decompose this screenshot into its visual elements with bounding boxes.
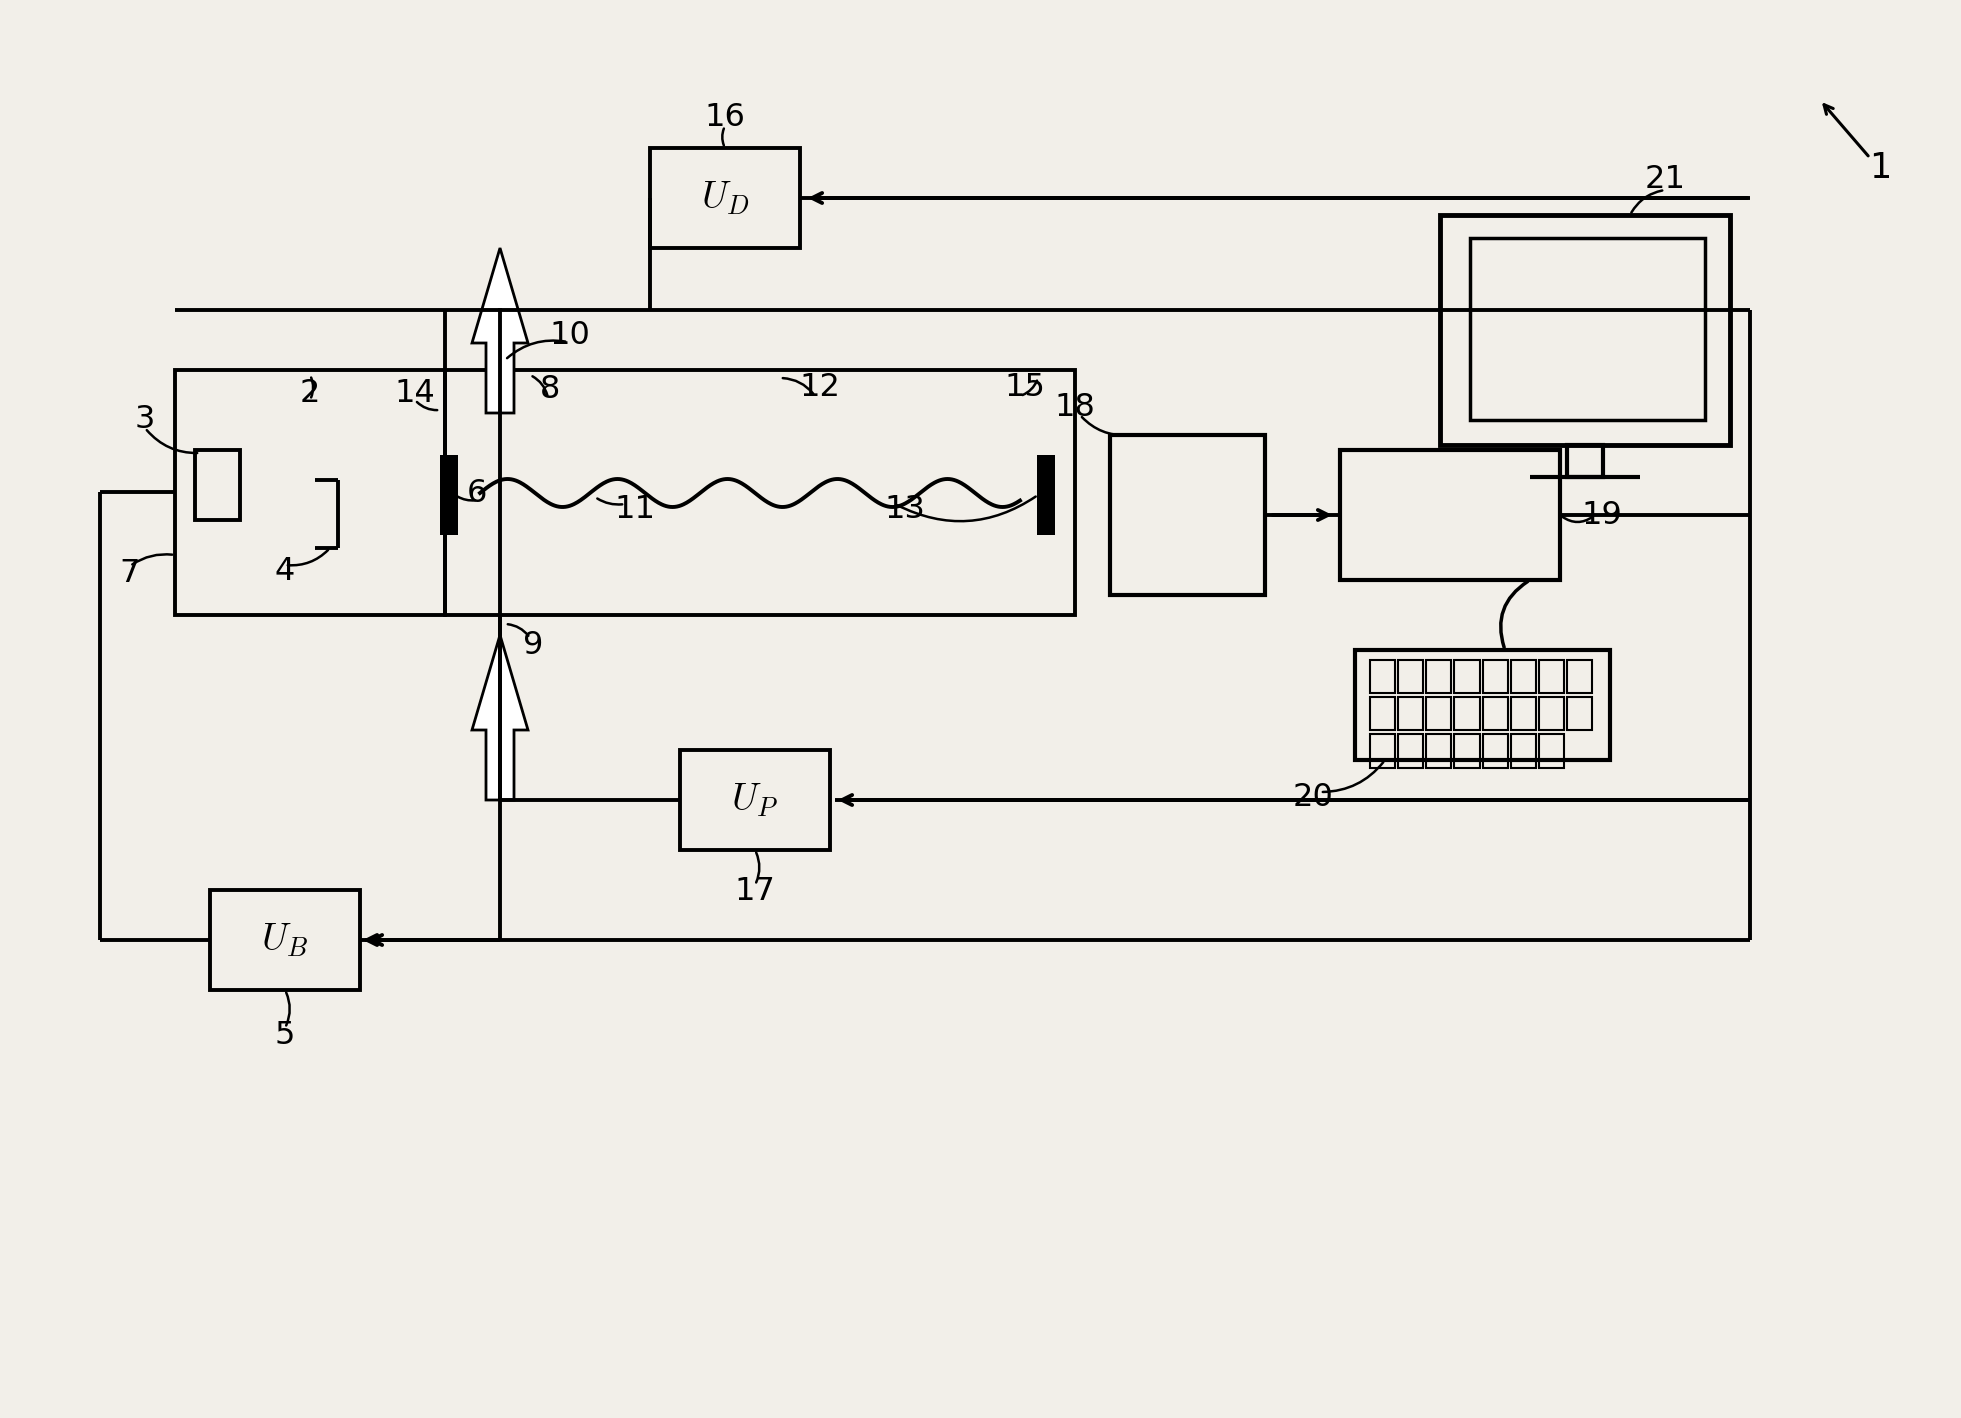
Text: 2: 2 — [300, 377, 320, 408]
Bar — [1567, 659, 1592, 693]
Bar — [680, 750, 830, 849]
Text: 19: 19 — [1583, 499, 1622, 530]
Bar — [1471, 238, 1704, 420]
Bar — [210, 891, 361, 990]
Bar — [1455, 659, 1479, 693]
Polygon shape — [473, 248, 528, 413]
Bar — [1455, 735, 1479, 767]
Text: 1: 1 — [1869, 150, 1890, 184]
Bar — [1398, 698, 1424, 730]
Text: 8: 8 — [539, 374, 561, 406]
Text: 17: 17 — [735, 876, 775, 908]
Text: 9: 9 — [524, 630, 543, 661]
Text: $U_{B}$: $U_{B}$ — [261, 922, 308, 959]
Text: 11: 11 — [614, 495, 655, 526]
Bar — [1510, 698, 1535, 730]
Bar — [649, 147, 800, 248]
Text: 15: 15 — [1004, 373, 1045, 404]
Bar — [1539, 735, 1563, 767]
Text: 10: 10 — [549, 319, 590, 350]
Bar — [1483, 659, 1508, 693]
Bar — [1110, 435, 1265, 596]
Bar — [1371, 735, 1394, 767]
Bar — [1398, 735, 1424, 767]
Bar — [194, 450, 239, 520]
Text: 6: 6 — [467, 478, 486, 509]
Bar — [1483, 735, 1508, 767]
Bar — [1339, 450, 1561, 580]
Bar — [1426, 659, 1451, 693]
Bar — [1510, 735, 1535, 767]
Text: 16: 16 — [704, 102, 745, 133]
Text: 18: 18 — [1055, 391, 1096, 423]
Bar — [1371, 698, 1394, 730]
Bar — [1455, 698, 1479, 730]
Bar — [1510, 659, 1535, 693]
Bar — [445, 370, 1075, 615]
Bar — [1567, 698, 1592, 730]
Text: 7: 7 — [120, 557, 139, 588]
Bar — [1426, 735, 1451, 767]
Bar — [439, 455, 459, 535]
Text: $U_{D}$: $U_{D}$ — [700, 179, 749, 217]
Text: 14: 14 — [394, 377, 435, 408]
Text: 5: 5 — [275, 1020, 296, 1051]
Bar — [1037, 455, 1055, 535]
FancyArrowPatch shape — [1500, 581, 1528, 648]
Text: 12: 12 — [800, 373, 841, 404]
Text: 3: 3 — [135, 404, 155, 435]
Text: 13: 13 — [884, 495, 926, 526]
Bar — [1567, 445, 1602, 476]
Text: 4: 4 — [275, 556, 294, 587]
Bar — [1483, 698, 1508, 730]
Bar — [1355, 649, 1610, 760]
Text: $U_{P}$: $U_{P}$ — [731, 781, 779, 818]
Bar — [1371, 659, 1394, 693]
Bar — [1426, 698, 1451, 730]
Bar — [1398, 659, 1424, 693]
Bar — [1539, 698, 1563, 730]
Bar — [1539, 659, 1563, 693]
Bar — [1439, 216, 1730, 445]
Polygon shape — [473, 635, 528, 800]
Bar — [175, 370, 445, 615]
Text: 21: 21 — [1645, 164, 1686, 196]
Text: 20: 20 — [1292, 783, 1333, 814]
